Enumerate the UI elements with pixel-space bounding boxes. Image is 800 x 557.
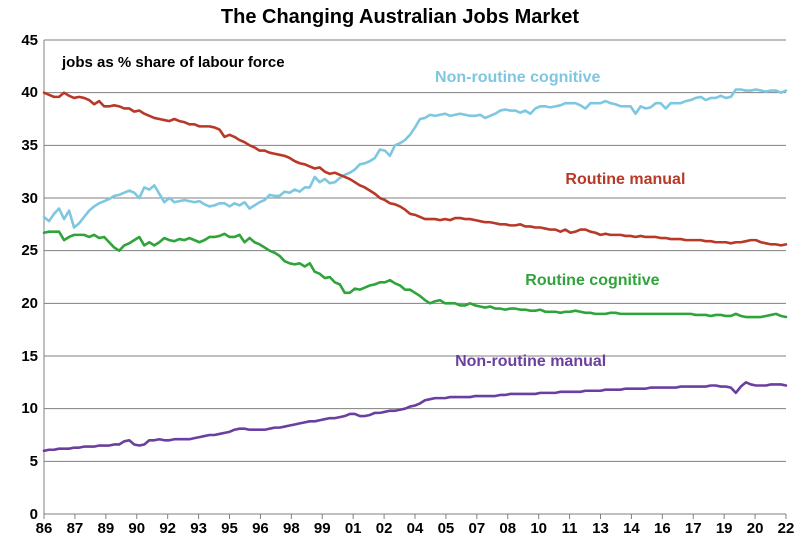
x-axis-tick-label: 86 xyxy=(30,520,58,537)
x-axis-tick-label: 87 xyxy=(61,520,89,537)
x-axis-tick-label: 13 xyxy=(587,520,615,537)
x-axis-tick-label: 11 xyxy=(556,520,584,537)
y-axis-tick-label: 5 xyxy=(30,453,38,470)
y-axis-tick-label: 35 xyxy=(21,137,38,154)
series-line-routine-manual xyxy=(44,93,786,246)
series-label-routine-manual: Routine manual xyxy=(565,171,685,189)
y-axis-tick-label: 45 xyxy=(21,32,38,49)
y-axis-tick-label: 25 xyxy=(21,242,38,259)
y-axis-tick-label: 40 xyxy=(21,84,38,101)
y-axis-tick-label: 10 xyxy=(21,400,38,417)
x-axis-tick-label: 05 xyxy=(432,520,460,537)
x-axis-tick-label: 95 xyxy=(216,520,244,537)
x-axis-tick-label: 08 xyxy=(494,520,522,537)
chart-plot xyxy=(0,0,800,557)
y-axis-tick-label: 30 xyxy=(21,190,38,207)
x-axis-tick-label: 89 xyxy=(92,520,120,537)
y-axis-tick-label: 20 xyxy=(21,295,38,312)
series-label-routine-cognitive: Routine cognitive xyxy=(525,272,659,290)
series-line-non-routine-manual xyxy=(44,382,786,450)
x-axis-tick-label: 96 xyxy=(246,520,274,537)
x-axis-tick-label: 02 xyxy=(370,520,398,537)
x-axis-tick-label: 22 xyxy=(772,520,800,537)
series-label-non-routine-cognitive: Non-routine cognitive xyxy=(435,69,600,87)
x-axis-tick-label: 04 xyxy=(401,520,429,537)
x-axis-tick-label: 99 xyxy=(308,520,336,537)
series-label-non-routine-manual: Non-routine manual xyxy=(455,353,606,371)
x-axis-tick-label: 90 xyxy=(123,520,151,537)
x-axis-tick-label: 01 xyxy=(339,520,367,537)
series-line-non-routine-cognitive xyxy=(44,90,786,228)
x-axis-tick-label: 17 xyxy=(679,520,707,537)
x-axis-tick-label: 14 xyxy=(617,520,645,537)
chart-container: The Changing Australian Jobs Market jobs… xyxy=(0,0,800,557)
x-axis-tick-label: 10 xyxy=(525,520,553,537)
series-line-routine-cognitive xyxy=(44,232,786,317)
x-axis-tick-label: 19 xyxy=(710,520,738,537)
x-axis-tick-label: 16 xyxy=(648,520,676,537)
x-axis-tick-label: 20 xyxy=(741,520,769,537)
x-axis-tick-label: 93 xyxy=(185,520,213,537)
x-axis-tick-label: 92 xyxy=(154,520,182,537)
x-axis-tick-label: 07 xyxy=(463,520,491,537)
x-axis-tick-label: 98 xyxy=(277,520,305,537)
y-axis-tick-label: 15 xyxy=(21,348,38,365)
